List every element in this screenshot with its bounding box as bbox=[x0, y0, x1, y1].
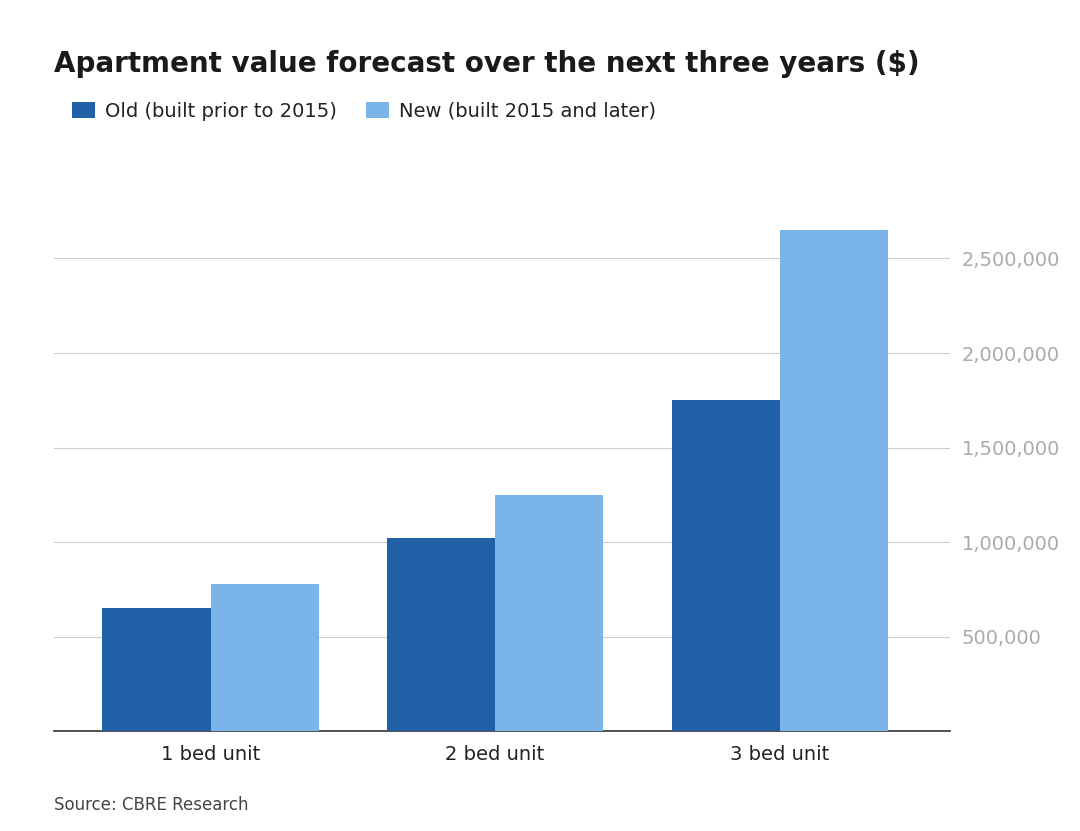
Bar bbox=[387, 538, 495, 731]
Text: Apartment value forecast over the next three years ($): Apartment value forecast over the next t… bbox=[54, 50, 920, 78]
Bar bbox=[495, 495, 604, 731]
Bar bbox=[672, 401, 780, 731]
Text: Source: CBRE Research: Source: CBRE Research bbox=[54, 796, 248, 814]
Legend: Old (built prior to 2015), New (built 2015 and later): Old (built prior to 2015), New (built 20… bbox=[64, 94, 663, 128]
Bar bbox=[780, 230, 888, 731]
Bar bbox=[211, 583, 319, 731]
Bar bbox=[103, 608, 211, 731]
